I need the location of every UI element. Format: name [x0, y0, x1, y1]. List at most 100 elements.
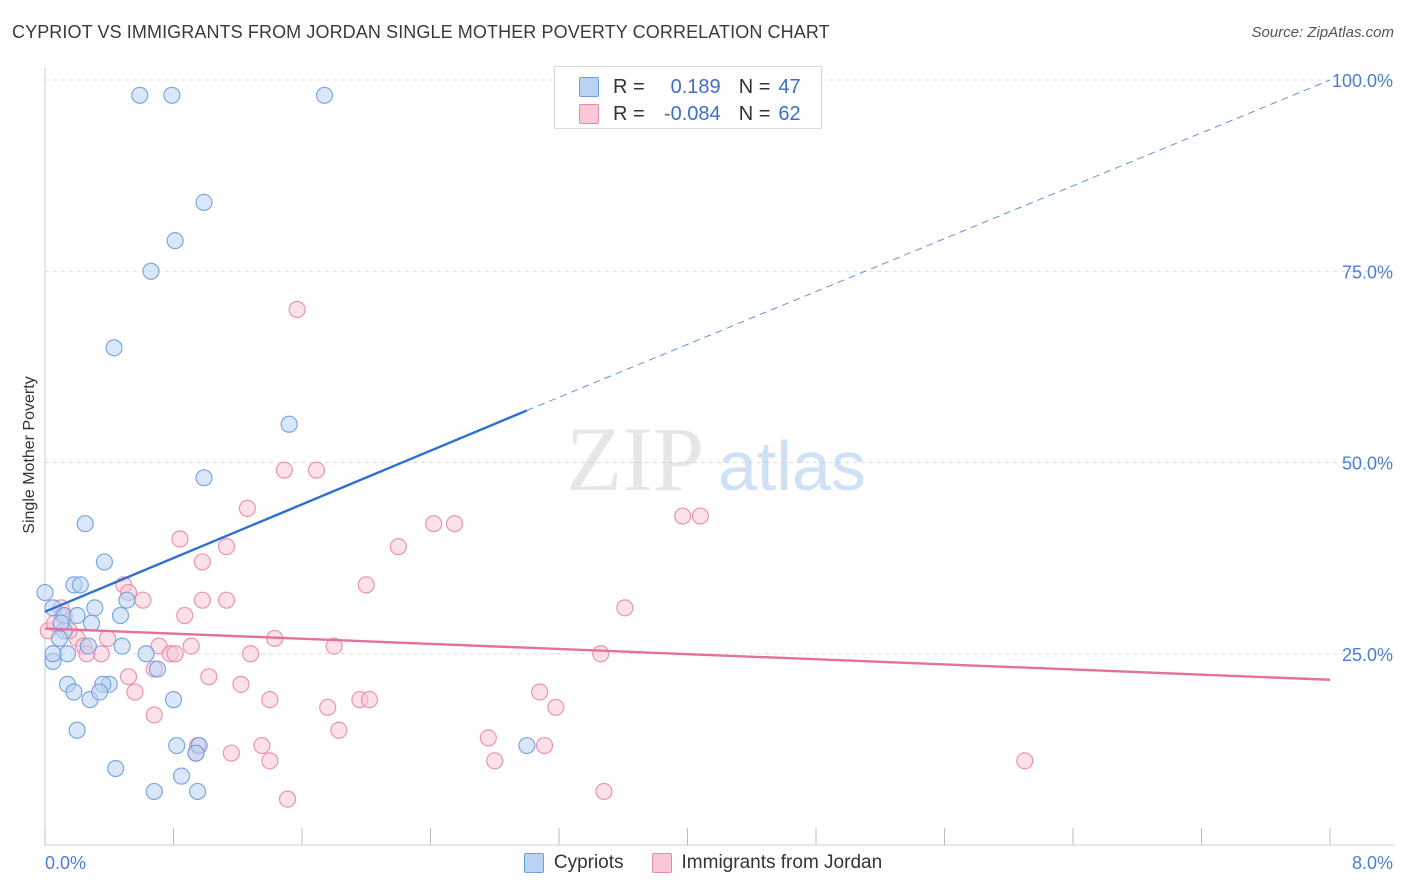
tick-labels: 25.0% 50.0% 75.0% 100.0% 0.0% 8.0%	[45, 71, 1393, 873]
jordan-point	[307, 461, 326, 479]
cypriots-point	[315, 86, 334, 104]
jordan-point	[389, 538, 407, 556]
cypriots-point	[52, 614, 70, 632]
cypriots-point	[168, 736, 186, 755]
cypriots-legend-swatch	[523, 853, 544, 873]
y-tick-label: 100.0%	[1332, 71, 1393, 91]
jordan-point	[166, 645, 184, 663]
jordan-point	[200, 668, 218, 686]
jordan-legend-swatch	[651, 853, 672, 873]
n-value: 47	[778, 75, 801, 98]
cypriots-point	[71, 576, 89, 594]
jordan-point	[360, 691, 379, 709]
cypriots-point	[86, 599, 104, 617]
jordan-point	[217, 538, 236, 556]
cypriots-point	[65, 683, 83, 701]
cypriots-point	[79, 637, 97, 655]
cypriots-point	[95, 553, 114, 571]
jordan-point	[425, 515, 443, 533]
y-tick-label: 50.0%	[1342, 454, 1393, 474]
jordan-point	[535, 736, 554, 755]
jordan-point	[182, 637, 200, 655]
cypriots-point	[166, 232, 184, 250]
x-tick-label: 8.0%	[1352, 853, 1393, 873]
cypriots-point	[50, 629, 69, 648]
jordan-point	[592, 645, 610, 663]
trend-lines	[44, 79, 1331, 681]
data-points	[36, 86, 1034, 808]
cypriots-point	[118, 591, 136, 609]
jordan-trend-line	[44, 627, 1331, 681]
cypriots-point	[164, 691, 183, 709]
cypriots-point	[68, 606, 86, 625]
cypriots-point	[172, 767, 191, 785]
jordan-point	[145, 706, 163, 724]
cypriots-point	[82, 614, 101, 632]
axes	[44, 68, 1395, 846]
legend-item-cypriots[interactable]: Cypriots	[523, 852, 624, 874]
jordan-point	[691, 507, 709, 525]
cypriots-point	[163, 86, 181, 104]
cypriots-point	[107, 759, 125, 778]
r-value: -0.084	[663, 102, 721, 125]
watermark-zip: ZIP	[566, 408, 704, 510]
cypriots-point	[91, 683, 109, 701]
jordan-point	[531, 683, 549, 701]
jordan-point	[288, 300, 306, 319]
jordan-point	[193, 591, 212, 609]
jordan-point	[616, 599, 634, 617]
jordan-point	[261, 752, 279, 770]
jordan-point	[242, 645, 260, 663]
jordan-point	[171, 530, 189, 548]
jordan-point	[357, 576, 375, 594]
cypriots-trend-extension	[526, 79, 1331, 411]
cypriots-point	[187, 744, 205, 762]
jordan-point	[193, 553, 212, 571]
jordan-point	[99, 629, 117, 648]
jordan-point	[278, 790, 297, 808]
cypriots-point	[195, 193, 213, 211]
cypriots-point	[145, 782, 163, 801]
jordan-point	[547, 698, 565, 716]
grid-lines	[45, 79, 1395, 655]
jordan-swatch	[579, 104, 599, 124]
jordan-point	[238, 499, 256, 517]
jordan-point	[222, 744, 240, 762]
jordan-point	[134, 591, 152, 609]
cypriots-point	[518, 736, 536, 755]
jordan-point	[261, 691, 279, 709]
r-value: 0.189	[670, 75, 721, 98]
jordan-point	[176, 606, 194, 625]
jordan-point	[319, 698, 337, 716]
legend-row-jordan: R = -0.084 N = 62	[579, 102, 801, 126]
cypriots-point	[113, 637, 131, 655]
jordan-point	[445, 515, 464, 533]
jordan-point	[119, 668, 138, 686]
jordan-point	[253, 736, 271, 755]
jordan-point	[674, 507, 692, 525]
cypriots-point	[188, 782, 207, 801]
chart-title: CYPRIOT VS IMMIGRANTS FROM JORDAN SINGLE…	[12, 22, 830, 42]
jordan-point	[217, 591, 236, 609]
cypriots-legend-label: Cypriots	[553, 852, 624, 873]
cypriots-point	[111, 606, 130, 625]
correlation-legend: R = 0.189 N = 47 R = -0.084 N = 62	[554, 66, 822, 129]
cypriots-point	[44, 645, 62, 663]
jordan-point	[486, 752, 504, 770]
cypriots-point	[137, 645, 155, 663]
cypriots-point	[68, 721, 86, 739]
series-legend: Cypriots Immigrants from Jordan	[0, 852, 1406, 874]
watermark: ZIP atlas	[566, 408, 866, 510]
legend-item-jordan[interactable]: Immigrants from Jordan	[651, 852, 882, 874]
cypriots-point	[142, 262, 160, 280]
jordan-point	[232, 675, 250, 693]
jordan-point	[595, 782, 613, 801]
legend-row-cypriots: R = 0.189 N = 47	[579, 75, 801, 99]
r-label: R =	[613, 75, 645, 98]
jordan-point	[126, 683, 144, 701]
y-tick-label: 25.0%	[1342, 645, 1393, 665]
watermark-atlas: atlas	[718, 427, 866, 505]
cypriots-trend-line	[44, 409, 528, 613]
n-label: N =	[738, 102, 771, 125]
